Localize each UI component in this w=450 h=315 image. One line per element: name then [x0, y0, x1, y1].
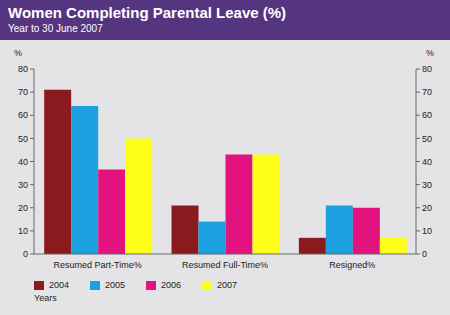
- svg-text:70: 70: [18, 87, 28, 97]
- svg-text:20: 20: [18, 203, 28, 213]
- svg-text:0: 0: [23, 249, 28, 259]
- svg-text:40: 40: [422, 157, 432, 167]
- svg-text:50: 50: [422, 134, 432, 144]
- svg-text:10: 10: [422, 226, 432, 236]
- svg-text:Resumed Full-Time%: Resumed Full-Time%: [182, 260, 268, 270]
- html-text:2006: 2006: [161, 280, 181, 290]
- svg-text:0: 0: [422, 249, 427, 259]
- html-text:2007: 2007: [217, 280, 237, 290]
- svg-text:30: 30: [422, 180, 432, 190]
- html-text:2004: 2004: [49, 280, 69, 290]
- html-text:2005: 2005: [105, 280, 125, 290]
- html-text:Women Completing Parental Leav: Women Completing Parental Leave (%): [8, 4, 287, 21]
- svg-text:40: 40: [18, 157, 28, 167]
- svg-text:Resigned%: Resigned%: [329, 260, 375, 270]
- svg-text:60: 60: [18, 110, 28, 120]
- svg-text:Resumed Part-Time%: Resumed Part-Time%: [54, 260, 142, 270]
- svg-text:30: 30: [18, 180, 28, 190]
- svg-text:60: 60: [422, 110, 432, 120]
- html-text:Year to 30 June 2007: Year to 30 June 2007: [8, 23, 103, 34]
- svg-text:80: 80: [422, 64, 432, 74]
- svg-text:50: 50: [18, 134, 28, 144]
- svg-text:70: 70: [422, 87, 432, 97]
- svg-text:20: 20: [422, 203, 432, 213]
- html-text:Years: Years: [34, 293, 57, 303]
- svg-text:10: 10: [18, 226, 28, 236]
- svg-text:80: 80: [18, 64, 28, 74]
